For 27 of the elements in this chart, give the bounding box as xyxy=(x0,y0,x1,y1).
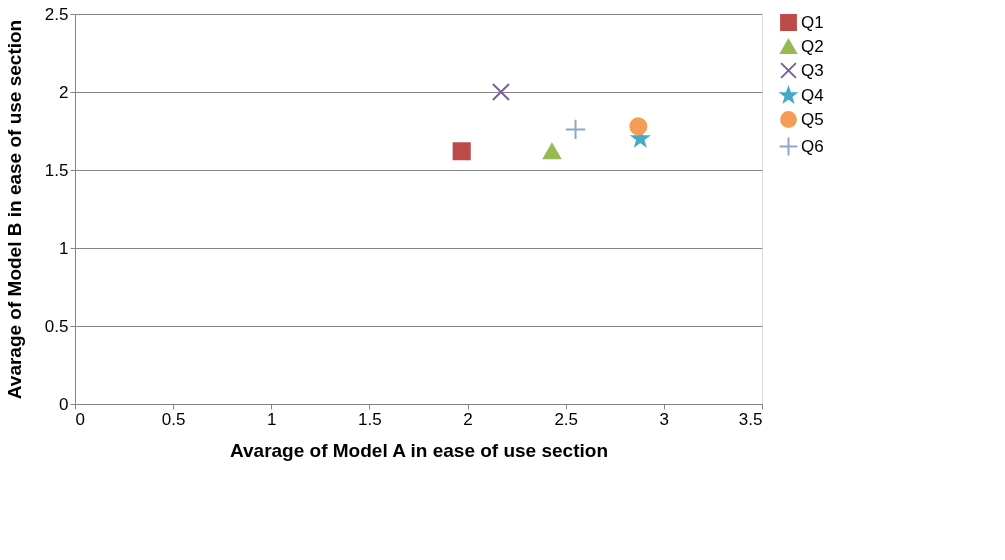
legend-label: Q5 xyxy=(801,109,824,129)
y-axis-title: Avarage of Model B in ease of use section xyxy=(3,19,25,400)
x-axis-title: Avarage of Model A in ease of use section xyxy=(230,439,608,461)
legend-label: Q6 xyxy=(801,136,824,156)
x-tick-label: 0 xyxy=(75,409,85,429)
x-tick-label: 3 xyxy=(659,409,670,429)
point xyxy=(491,82,510,102)
y-tick-label: 0 xyxy=(59,394,69,414)
x-tick-label: 3.5 xyxy=(738,409,763,429)
y-tick-label: 1.5 xyxy=(44,160,69,180)
point xyxy=(542,143,562,160)
x-tick-label: 1.5 xyxy=(358,409,382,429)
y-tick-label: 1 xyxy=(59,238,69,258)
y-tick-label: 2.5 xyxy=(44,4,69,24)
x-tick-label: 2.5 xyxy=(554,409,579,429)
y-tick-label: 2 xyxy=(59,82,69,102)
y-tick-label: 0.5 xyxy=(44,316,69,336)
point xyxy=(452,142,471,161)
legend-label: Q2 xyxy=(801,36,824,56)
legend-label: Q4 xyxy=(801,85,824,105)
x-tick-label: 0.5 xyxy=(161,409,186,429)
legend-label: Q3 xyxy=(801,60,824,80)
point xyxy=(629,117,648,136)
x-tick-label: 2 xyxy=(463,409,473,429)
x-tick-label: 1 xyxy=(267,409,277,429)
legend-label: Q1 xyxy=(801,12,824,32)
point xyxy=(564,118,587,141)
